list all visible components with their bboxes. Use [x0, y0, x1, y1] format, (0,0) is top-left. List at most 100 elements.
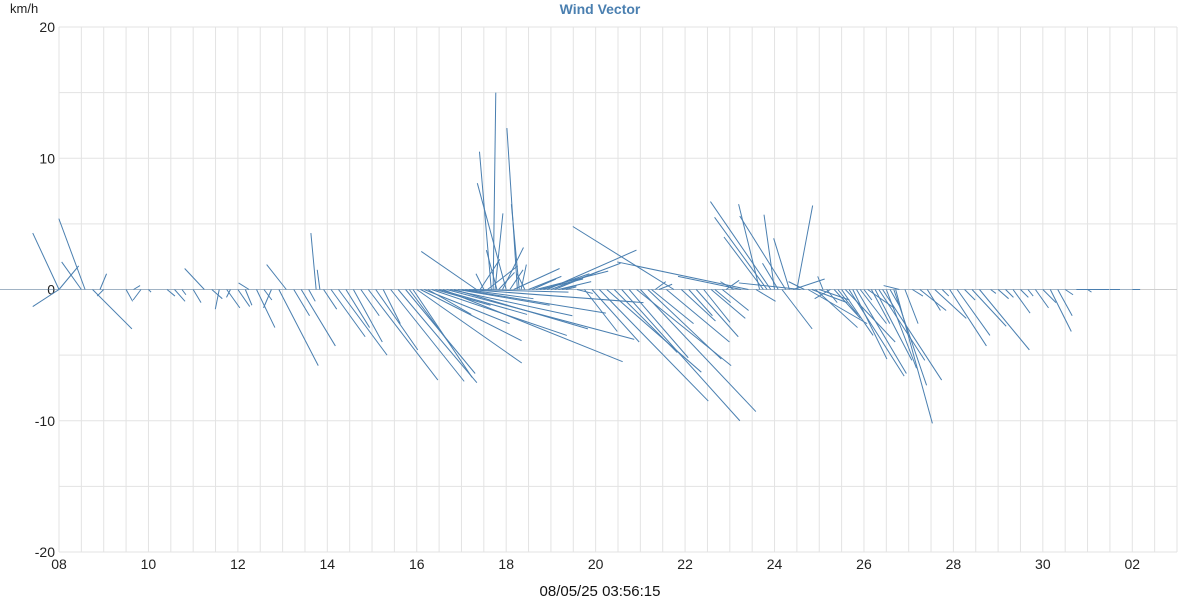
wind-vector-line: [442, 289, 623, 363]
x-tick-label: 10: [141, 556, 157, 572]
wind-vector-line: [895, 289, 933, 424]
wind-vector-line: [308, 289, 316, 302]
x-tick-label: 20: [588, 556, 604, 572]
wind-vector-line: [528, 275, 562, 290]
wind-vector-line: [796, 205, 814, 290]
wind-vector-line: [416, 289, 523, 364]
wind-vector-line: [703, 289, 731, 323]
wind-vector-line: [546, 249, 637, 290]
wind-vector-line: [576, 289, 593, 294]
vector-series: [0, 92, 1141, 424]
wind-vector-line: [654, 281, 667, 290]
x-tick-labels: 08101214161820222426283002040608: [51, 556, 1140, 572]
wind-vector-line: [148, 289, 152, 293]
wind-vector-line: [848, 289, 905, 377]
wind-vector-line: [666, 289, 730, 343]
wind-vector-line: [330, 289, 366, 338]
wind-vector-line: [1034, 289, 1049, 309]
wind-vector-line: [133, 285, 141, 290]
wind-vector-line: [826, 289, 838, 303]
y-tick-label: -10: [35, 413, 55, 429]
wind-vector-line: [96, 289, 105, 297]
wind-vector-line: [99, 273, 108, 290]
wind-vector-line: [739, 215, 787, 290]
wind-vector-line: [1087, 289, 1092, 293]
wind-vector-line: [617, 261, 749, 290]
wind-vector-line: [543, 273, 590, 290]
wind-vector-line: [345, 289, 371, 328]
x-tick-label: 30: [1035, 556, 1051, 572]
wind-vector-line: [628, 289, 689, 359]
wind-vector-line: [815, 289, 858, 328]
wind-vector-line: [979, 289, 1030, 351]
wind-vector-line: [1042, 289, 1057, 303]
x-tick-label: 02: [1124, 556, 1140, 572]
x-tick-label: 24: [767, 556, 783, 572]
wind-vector-line: [293, 289, 310, 317]
wind-vector-line: [572, 226, 675, 290]
wind-vector-line: [535, 270, 609, 290]
wind-vector-line: [639, 289, 757, 412]
wind-vector-line: [1005, 289, 1014, 298]
wind-vector-line: [883, 285, 900, 290]
wind-vector-line: [651, 289, 694, 325]
wind-vector-line: [833, 289, 861, 319]
wind-vector-line: [613, 289, 678, 353]
wind-vector-line: [214, 289, 220, 310]
wind-vector-line: [478, 151, 492, 290]
wind-vector-line: [621, 289, 741, 422]
wind-vector-line: [1020, 289, 1029, 298]
wind-vector-line: [893, 289, 928, 386]
x-tick-label: 26: [856, 556, 872, 572]
y-axis-unit-label: km/h: [10, 1, 39, 16]
wind-vector-line: [817, 276, 824, 290]
wind-vector-line: [532, 278, 557, 290]
x-tick-label: 08: [51, 556, 67, 572]
wind-vector-line: [226, 289, 231, 298]
wind-vector-line: [710, 289, 746, 319]
wind-vector-line: [166, 289, 176, 297]
wind-vector-line: [181, 289, 187, 296]
wind-vector-line: [878, 289, 926, 361]
wind-vector-line: [956, 289, 991, 336]
wind-vector-line: [681, 289, 716, 322]
x-tick-label: 12: [230, 556, 246, 572]
wind-vector-line: [997, 289, 1009, 300]
y-tick-label: 0: [47, 282, 55, 298]
wind-vector-line: [516, 273, 526, 290]
wind-vector-line: [520, 264, 527, 290]
wind-vector-line: [420, 251, 477, 290]
wind-vector-line: [738, 282, 801, 290]
wind-vector-line: [561, 285, 577, 290]
wind-vector-line: [926, 289, 941, 311]
wind-vector-line: [92, 289, 133, 330]
wind-vector-line: [1064, 289, 1074, 296]
wind-vector-line: [132, 289, 142, 301]
wind-vector-line: [781, 289, 813, 330]
wind-vector-line: [390, 289, 465, 382]
y-tick-label: 20: [39, 19, 55, 35]
wind-vector-line: [1049, 289, 1072, 332]
wind-vector-line: [763, 214, 776, 290]
wind-vector-line: [475, 273, 485, 290]
wind-vector-line: [695, 289, 739, 338]
wind-vector-line: [725, 279, 740, 290]
x-tick-label: 16: [409, 556, 425, 572]
wind-vector-line: [58, 218, 86, 290]
wind-vector-line: [476, 183, 507, 290]
y-tick-label: -20: [35, 544, 55, 560]
wind-vector-line: [125, 289, 134, 302]
wind-vector-line: [677, 275, 742, 290]
wind-vector-line: [554, 270, 600, 290]
wind-vector-line: [266, 264, 287, 290]
wind-vector-line: [867, 289, 895, 309]
wind-vector-line: [382, 289, 401, 324]
wind-vector-line: [688, 289, 713, 317]
wind-vector-line: [714, 217, 768, 290]
wind-vector-line: [723, 236, 764, 290]
wind-vector-line: [58, 265, 80, 290]
wind-vector-line: [263, 289, 272, 309]
wind-vector-line: [485, 249, 498, 290]
wind-vector-line: [971, 289, 1007, 327]
